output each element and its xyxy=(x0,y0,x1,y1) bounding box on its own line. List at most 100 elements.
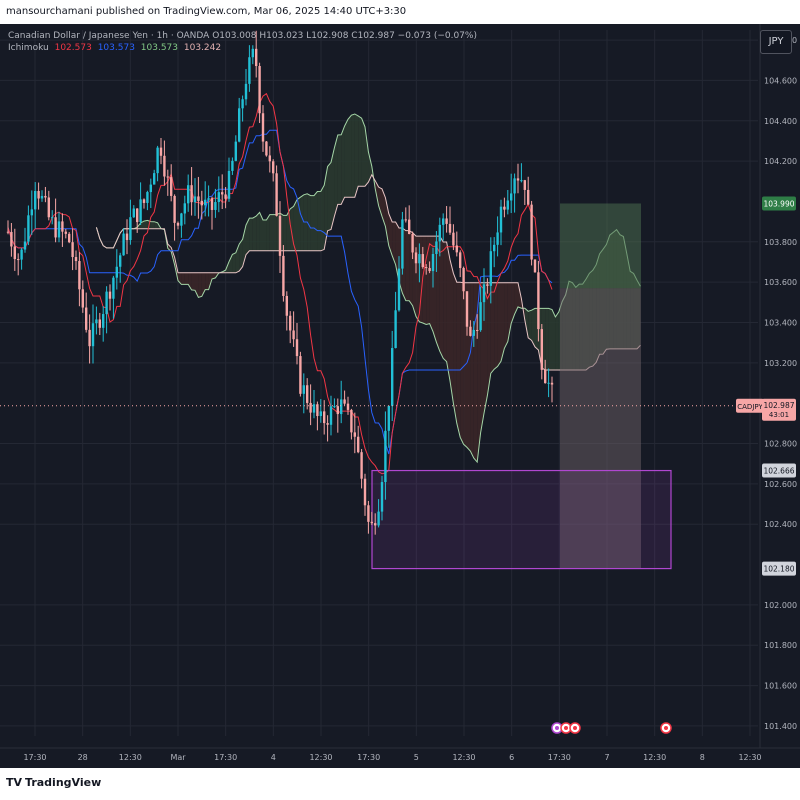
ichimoku-cloud-segment xyxy=(154,221,158,229)
price-chart[interactable]: 104.800104.600104.400104.200103.800103.6… xyxy=(0,24,800,768)
candle-body xyxy=(404,219,407,221)
candle-body xyxy=(227,170,231,199)
candle-body xyxy=(248,57,251,84)
candle-body xyxy=(129,217,132,241)
candle-body xyxy=(17,259,20,261)
candle-body xyxy=(530,204,533,260)
chart-legend: Canadian Dollar / Japanese Yen · 1h · OA… xyxy=(8,30,477,54)
ichimoku-cloud-segment xyxy=(528,310,532,341)
ichimoku-cloud-segment xyxy=(460,282,464,445)
ichimoku-cloud-segment xyxy=(504,282,508,349)
candle-body xyxy=(265,141,268,156)
current-price-value: 102.987 xyxy=(763,401,794,410)
ichimoku-cloud-segment xyxy=(317,191,321,251)
ichimoku-cloud-segment xyxy=(334,134,338,217)
x-tick-label: Mar xyxy=(170,753,186,762)
candle-body xyxy=(496,232,499,245)
candle-body xyxy=(40,195,44,199)
candle-body xyxy=(132,208,135,218)
event-marker-dot xyxy=(555,726,559,730)
x-tick-label: 12:30 xyxy=(738,753,761,762)
take-profit-zone xyxy=(560,203,641,289)
candle-body xyxy=(401,219,404,269)
candle-body xyxy=(295,339,299,357)
candle-body xyxy=(207,198,210,200)
candle-body xyxy=(329,406,333,425)
ichimoku-cloud-segment xyxy=(416,236,420,322)
price-tag-label: 102.666 xyxy=(763,467,794,476)
candle-body xyxy=(428,268,431,272)
candle-body xyxy=(91,323,95,347)
y-tick-label: 102.000 xyxy=(764,601,797,610)
tradingview-logo-icon: TV xyxy=(6,776,23,789)
candle-body xyxy=(408,219,411,234)
candle-body xyxy=(391,348,394,406)
ichimoku-cloud-segment xyxy=(392,222,396,265)
candle-body xyxy=(214,202,217,210)
candle-body xyxy=(68,233,71,243)
chart-background xyxy=(0,24,800,768)
candle-body xyxy=(102,314,105,328)
ichimoku-cloud-segment xyxy=(246,218,250,255)
x-tick-label: 12:30 xyxy=(643,753,666,762)
candle-body xyxy=(81,289,84,308)
candle-body xyxy=(499,206,503,233)
candle-body xyxy=(125,233,129,241)
ichimoku-cloud-segment xyxy=(365,126,369,187)
candle-body xyxy=(159,147,163,156)
candle-body xyxy=(431,254,435,272)
candle-body xyxy=(323,411,326,424)
ichimoku-cloud-segment xyxy=(283,215,287,251)
ichimoku-cloud-segment xyxy=(212,272,216,279)
ichimoku-cloud-segment xyxy=(232,252,236,273)
ichimoku-cloud-segment xyxy=(205,272,209,290)
ichimoku-cloud-segment xyxy=(348,115,352,198)
y-tick-label: 102.800 xyxy=(764,440,797,449)
ichimoku-value-3: 103.573 xyxy=(140,43,179,53)
chart-area[interactable]: 104.800104.600104.400104.200103.800103.6… xyxy=(0,24,800,768)
candle-body xyxy=(153,173,156,185)
ichimoku-cloud-segment xyxy=(497,282,501,367)
ichimoku-cloud-segment xyxy=(293,199,297,251)
candle-body xyxy=(455,245,458,253)
candle-body xyxy=(193,196,197,203)
currency-button[interactable]: JPY xyxy=(760,30,792,54)
x-tick-label: 28 xyxy=(78,753,88,762)
ichimoku-cloud-segment xyxy=(446,242,450,381)
ichimoku-cloud-segment xyxy=(439,236,444,359)
candle-body xyxy=(224,194,227,199)
candle-body xyxy=(98,319,101,328)
ichimoku-legend: Ichimoku 102.573 103.573 103.573 103.242 xyxy=(8,42,477,54)
candle-body xyxy=(146,192,149,203)
candle-body xyxy=(445,218,448,224)
candle-body xyxy=(27,215,30,242)
x-tick-label: 12:30 xyxy=(119,753,142,762)
candle-body xyxy=(452,232,455,246)
ichimoku-cloud-segment xyxy=(490,282,495,374)
symbol-ohlc-line: Canadian Dollar / Japanese Yen · 1h · OA… xyxy=(8,31,477,41)
ichimoku-value-4: 103.242 xyxy=(183,43,222,53)
candle-body xyxy=(170,177,173,196)
tradingview-logo[interactable]: TV TradingView xyxy=(6,776,101,789)
ichimoku-cloud-segment xyxy=(405,230,410,301)
candle-body xyxy=(476,329,479,331)
candle-body xyxy=(326,423,329,425)
price-tag-label: 103.990 xyxy=(763,199,794,208)
candle-body xyxy=(255,48,258,67)
candle-body xyxy=(302,385,305,394)
ichimoku-cloud-segment xyxy=(429,236,433,332)
candle-body xyxy=(472,329,475,336)
candle-body xyxy=(30,209,33,216)
ichimoku-cloud-segment xyxy=(229,254,233,273)
candle-body xyxy=(442,218,445,225)
candle-body xyxy=(312,404,316,413)
ichimoku-cloud-segment xyxy=(531,308,535,347)
candle-body xyxy=(292,330,295,340)
publish-info: mansourchamani published on TradingView.… xyxy=(6,6,407,17)
ichimoku-cloud-segment xyxy=(259,212,263,251)
ichimoku-cloud-segment xyxy=(388,213,393,256)
candle-body xyxy=(64,231,67,234)
ichimoku-cloud-segment xyxy=(167,244,172,252)
candle-body xyxy=(438,224,441,242)
x-tick-label: 8 xyxy=(700,753,705,762)
